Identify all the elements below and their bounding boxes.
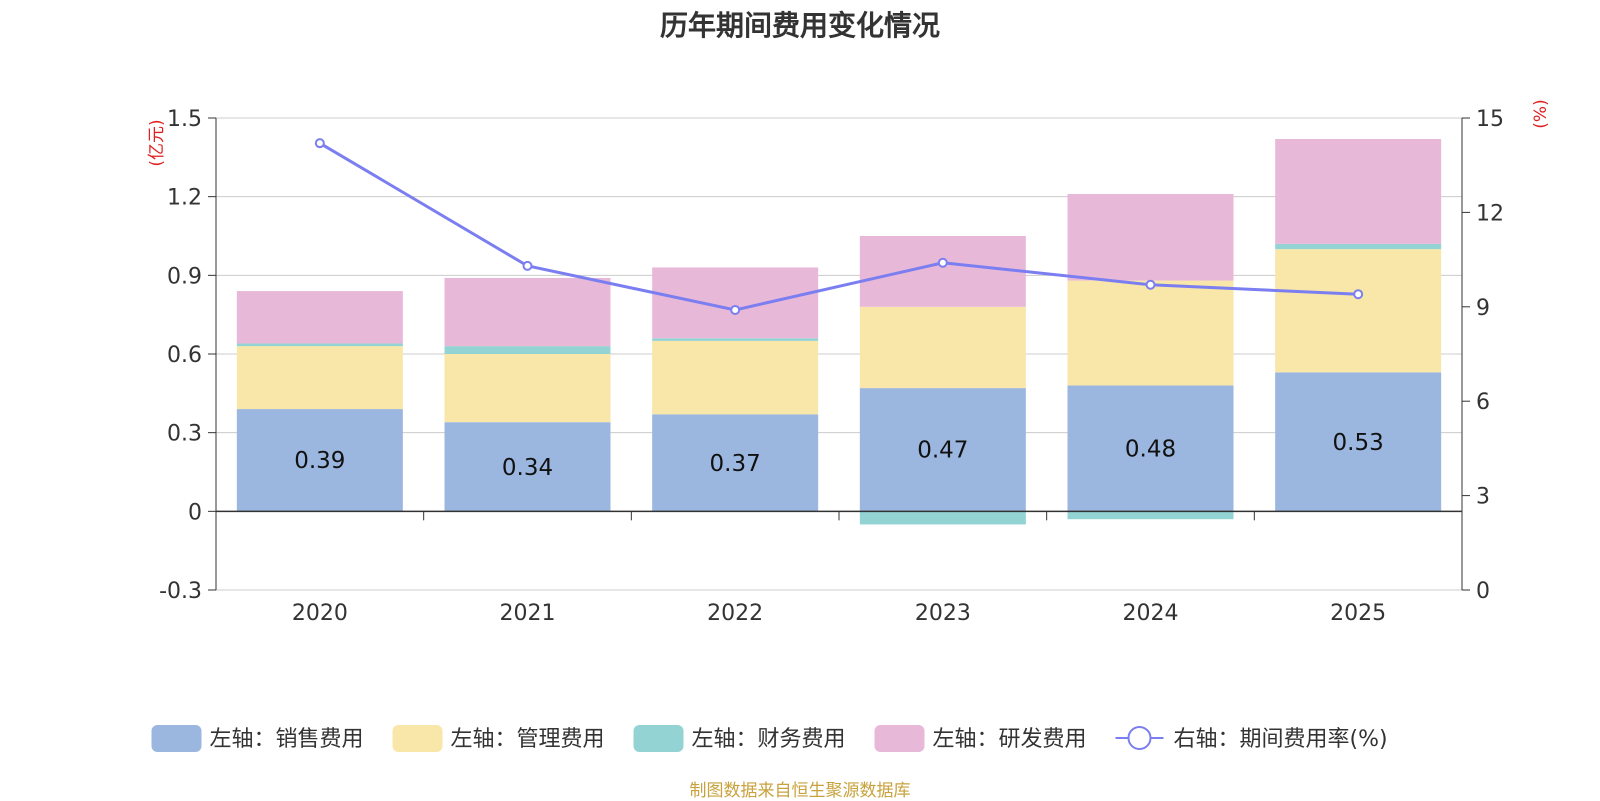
bar-segment	[444, 354, 611, 423]
x-axis-label: 2021	[500, 601, 556, 626]
left-axis-tick-label: 1.2	[167, 186, 202, 211]
bar-segment	[1275, 249, 1442, 373]
legend-label: 左轴：研发费用	[933, 727, 1087, 752]
legend-swatch	[392, 725, 443, 752]
left-axis-tick-label: 0.3	[167, 422, 202, 447]
bar-segment	[444, 422, 611, 512]
rate-point	[1145, 279, 1156, 290]
rate-point	[522, 260, 533, 271]
bar-segment	[859, 306, 1026, 389]
bar-segment	[859, 511, 1026, 525]
right-axis-tick-label: 0	[1476, 579, 1490, 604]
bar-segment	[444, 346, 611, 354]
bar-segment	[1275, 138, 1442, 244]
left-axis-tick-label: -0.3	[159, 579, 202, 604]
bar-segment	[652, 414, 819, 512]
bar-data-label: 0.39	[294, 448, 345, 474]
bar-data-label: 0.53	[1333, 430, 1384, 456]
bar-segment	[236, 343, 403, 347]
bar-segment	[1275, 372, 1442, 512]
bar-segment	[1067, 280, 1234, 386]
bar-data-label: 0.48	[1125, 436, 1176, 462]
x-axis-label: 2025	[1330, 601, 1386, 626]
x-axis-label: 2020	[292, 601, 348, 626]
legend-line-marker	[1127, 726, 1152, 750]
legend-swatch	[633, 725, 684, 752]
legend-label: 左轴：财务费用	[692, 727, 846, 752]
bar-segment	[1067, 385, 1234, 512]
bar-data-label: 0.34	[502, 455, 553, 481]
x-axis-label: 2022	[707, 601, 763, 626]
left-axis-tick-label: 0.9	[167, 264, 202, 289]
rate-point	[1353, 289, 1364, 300]
right-axis-tick-label: 9	[1476, 296, 1490, 321]
legend-swatch	[874, 725, 925, 752]
left-axis-tick-label: 0.6	[167, 343, 202, 368]
bar-segment	[1067, 194, 1234, 281]
rate-point	[937, 257, 948, 268]
chart-title: 历年期间费用变化情况	[659, 9, 940, 42]
bar-segment	[859, 236, 1026, 307]
left-axis-tick-label: 0	[188, 500, 202, 525]
bar-segment	[236, 291, 403, 344]
source-note: 制图数据来自恒生聚源数据库	[689, 781, 911, 801]
bar-segment	[1067, 511, 1234, 520]
right-axis-tick-label: 6	[1476, 390, 1490, 415]
bar-data-label: 0.47	[917, 438, 968, 464]
bar-segment	[859, 388, 1026, 512]
left-axis-unit: (亿元)	[147, 119, 167, 166]
bar-segment	[1275, 243, 1442, 250]
rate-point	[730, 304, 741, 315]
legend-label: 左轴：管理费用	[451, 727, 605, 752]
left-axis-tick-label: 1.5	[167, 107, 202, 132]
bar-data-label: 0.37	[710, 451, 761, 477]
legend-label: 右轴：期间费用率(%)	[1174, 727, 1388, 752]
right-axis-tick-label: 12	[1476, 201, 1504, 226]
bar-segment	[236, 409, 403, 512]
bar-segment	[652, 340, 819, 415]
right-axis-tick-label: 15	[1476, 107, 1504, 132]
legend-label: 左轴：销售费用	[210, 727, 364, 752]
bar-segment	[652, 267, 819, 339]
bar-segment	[236, 346, 403, 410]
x-axis-label: 2023	[915, 601, 971, 626]
right-axis-unit: (%)	[1531, 99, 1551, 128]
rate-line	[319, 141, 1359, 312]
right-axis-tick-label: 3	[1476, 485, 1490, 510]
legend-swatch	[151, 725, 202, 752]
rate-point	[314, 138, 325, 149]
x-axis-label: 2024	[1123, 601, 1179, 626]
bar-segment	[444, 277, 611, 347]
bar-segment	[652, 338, 819, 341]
